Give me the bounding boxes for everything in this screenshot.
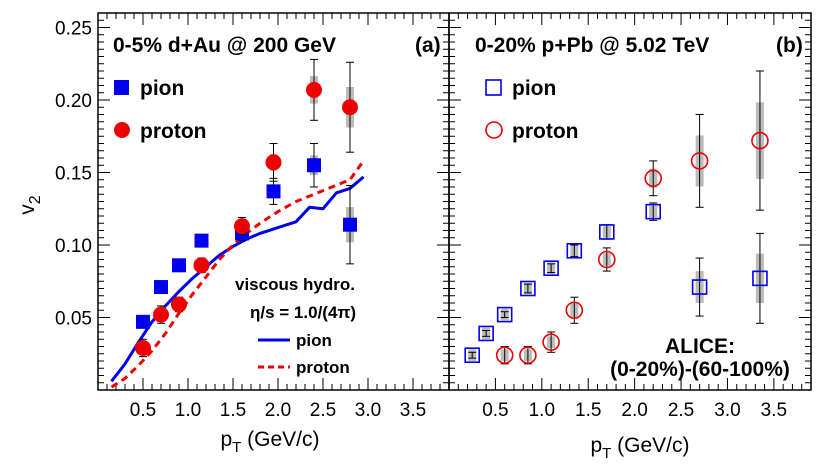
data-point-pion: [598, 224, 615, 240]
alice-annotation-line1: ALICE:: [665, 335, 735, 358]
legend-a-proton-label: proton: [140, 120, 206, 143]
panel-a-ytick-label: 0.25: [55, 19, 92, 40]
legend-b-proton-marker: [485, 121, 503, 139]
legend-a-pion-label: pion: [140, 77, 184, 100]
data-point-proton: [495, 346, 514, 365]
data-point-pion: [645, 203, 662, 220]
legend-b-pion-marker: [485, 79, 502, 96]
hydro-legend-pion-label: pion: [296, 331, 332, 350]
panel-a-ytick-label: 0.15: [55, 164, 92, 185]
data-point-pion: [752, 270, 768, 287]
panel-a-xtick-label: 1.5: [220, 400, 246, 421]
y-axis-label: v2: [16, 195, 44, 215]
legend-b-proton-label: proton: [512, 120, 578, 143]
data-point-proton: [597, 250, 616, 269]
panel-a-ytick-label: 0.20: [55, 91, 92, 112]
data-point-pion: [543, 260, 559, 277]
panel-b-xtick-label: 1.5: [575, 400, 601, 421]
data-point-pion: [691, 279, 708, 295]
legend-b-pion-label: pion: [512, 77, 556, 100]
panel-a-xtick-label: 2.5: [310, 400, 336, 421]
data-point-proton: [135, 339, 151, 356]
data-point-pion: [307, 158, 321, 173]
data-point-proton: [751, 131, 769, 150]
data-point-pion: [520, 280, 536, 297]
panel-a-xtick-label: 3.0: [355, 400, 381, 421]
data-point-proton: [171, 296, 187, 313]
panel-a-xtick-label: 0.5: [130, 400, 156, 421]
data-point-pion: [172, 258, 186, 273]
panel-b-xtick-label: 0.5: [482, 400, 508, 421]
panel-a-tag: (a): [415, 34, 441, 57]
data-point-pion: [343, 217, 357, 232]
panel-b-xtick-label: 2.5: [668, 400, 694, 421]
data-point-pion: [194, 233, 209, 248]
data-point-pion: [478, 325, 494, 342]
data-point-pion: [136, 314, 150, 329]
panel-a-title: 0-5% d+Au @ 200 GeV: [113, 34, 336, 57]
hydro-curve-proton: [110, 160, 365, 389]
panel-b-title: 0-20% p+Pb @ 5.02 TeV: [475, 34, 709, 57]
data-point-proton: [690, 152, 709, 170]
data-point-proton: [342, 99, 358, 116]
hydro-annotation-line1: viscous hydro.: [235, 275, 355, 294]
data-point-proton: [193, 257, 210, 274]
data-point-proton: [644, 169, 663, 188]
x-axis-label-a: pT (GeV/c): [220, 428, 319, 456]
hydro-legend-proton-label: proton: [296, 358, 350, 377]
data-point-proton: [234, 218, 250, 235]
data-point-pion: [566, 243, 583, 259]
panel-a-ytick-label: 0.10: [55, 236, 92, 257]
alice-annotation-line2: (0-20%)-(60-100%): [610, 358, 790, 381]
panel-a-xtick-label: 2.0: [265, 400, 291, 421]
data-point-proton: [519, 346, 537, 365]
data-point-proton: [306, 81, 322, 98]
x-axis-label-a-main: p: [220, 428, 232, 451]
panel-b-tag: (b): [776, 34, 803, 57]
x-axis-label-b-subscript: T: [602, 445, 611, 462]
data-point-pion: [464, 347, 481, 364]
panel-b-xtick-label: 3.5: [761, 400, 787, 421]
hydro-curve-pion: [110, 175, 365, 383]
x-axis-label-b-unit: (GeV/c): [611, 434, 689, 457]
x-axis-label-a-subscript: T: [232, 439, 241, 456]
legend-a-pion-marker: [114, 80, 129, 95]
panel-a-xtick-label: 3.5: [400, 400, 426, 421]
panel-a: 0.5 1.0 1.5 2.0 2.5 3.0 3.5 0.05 0.10 0.15 0.20 0.2…: [55, 12, 450, 421]
data-point-proton: [265, 154, 282, 171]
panel-b: 0.5 1.0 1.5 2.0 2.5 3.0 3.5: [448, 12, 812, 421]
panel-a-ytick-label: 0.05: [55, 309, 92, 330]
data-point-pion: [496, 306, 513, 323]
data-point-proton: [542, 333, 560, 351]
legend-a-proton-marker: [114, 122, 130, 138]
x-axis-label-b-main: p: [590, 434, 602, 457]
data-point-pion: [154, 280, 168, 295]
data-point-pion: [266, 184, 281, 199]
y-axis-label-subscript: 2: [27, 195, 44, 204]
data-point-proton: [153, 306, 169, 323]
panel-b-xtick-label: 2.0: [621, 400, 647, 421]
x-axis-label-b: pT (GeV/c): [590, 434, 689, 462]
hydro-annotation-line2: η/s = 1.0/(4π): [250, 303, 356, 322]
panel-b-xtick-label: 1.0: [529, 400, 555, 421]
x-axis-label-a-unit: (GeV/c): [241, 428, 319, 451]
panel-a-xtick-label: 1.0: [175, 400, 201, 421]
data-point-proton: [565, 301, 584, 320]
panel-b-xtick-label: 3.0: [714, 400, 740, 421]
